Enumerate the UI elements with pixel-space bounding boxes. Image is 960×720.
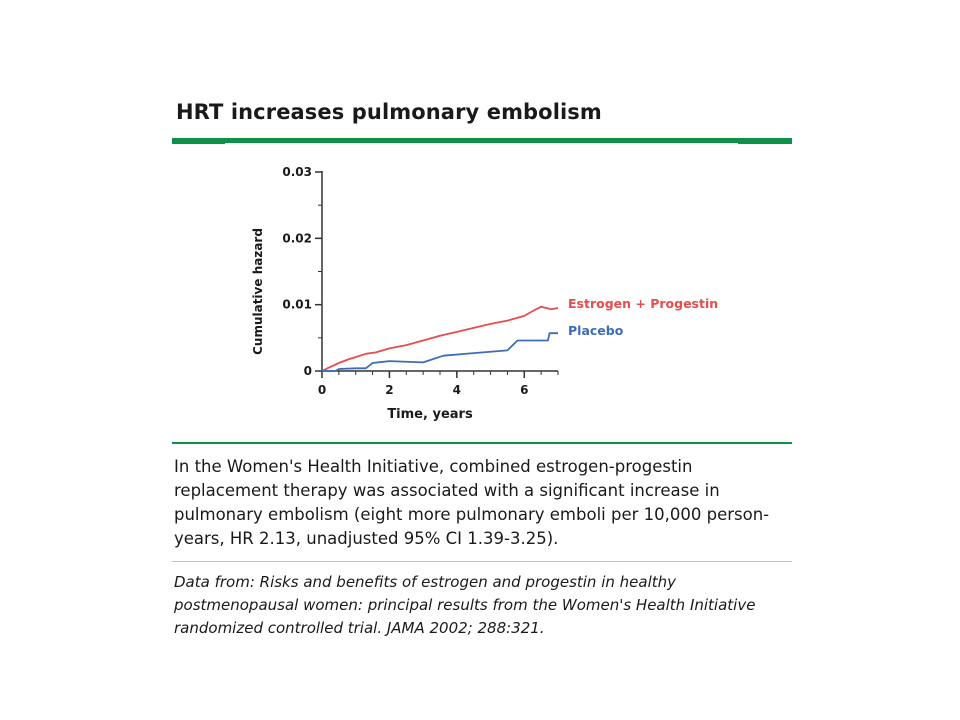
cumulative-hazard-chart: 0 0.01 0.02 0.03 0 2 4 6 Estrogen + Progestin Pl…	[251, 165, 718, 422]
y-tick-label: 0.02	[282, 231, 312, 245]
x-tick-label: 6	[520, 383, 528, 397]
middle-rule-notch	[225, 440, 740, 442]
y-tick-label: 0.03	[282, 165, 312, 179]
x-axis-label: Time, years	[387, 407, 473, 422]
top-green-rule	[172, 138, 792, 144]
y-tick-label: 0.01	[282, 298, 312, 312]
chart-axes: 0 0.01 0.02 0.03 0 2 4 6	[282, 165, 559, 397]
x-tick-label: 0	[318, 383, 326, 397]
y-tick-label: 0	[304, 364, 312, 378]
chart-series	[321, 305, 559, 372]
chart-legend: Estrogen + Progestin Placebo	[568, 296, 718, 338]
chart-caption: In the Women's Health Initiative, combin…	[174, 457, 770, 548]
series-line-placebo	[322, 332, 558, 372]
legend-label-placebo: Placebo	[568, 323, 624, 338]
y-axis-label: Cumulative hazard	[251, 228, 265, 355]
middle-green-rule	[172, 442, 792, 444]
series-line-estrogen-progestin	[321, 305, 559, 372]
slide-title: HRT increases pulmonary embolism	[176, 100, 602, 124]
x-tick-label: 2	[385, 383, 393, 397]
caption-divider	[172, 561, 792, 562]
top-rule-notch	[225, 143, 738, 145]
legend-label-estrogen-progestin: Estrogen + Progestin	[568, 296, 718, 311]
x-tick-label: 4	[453, 383, 461, 397]
source-citation: Data from: Risks and benefits of estroge…	[174, 573, 756, 637]
